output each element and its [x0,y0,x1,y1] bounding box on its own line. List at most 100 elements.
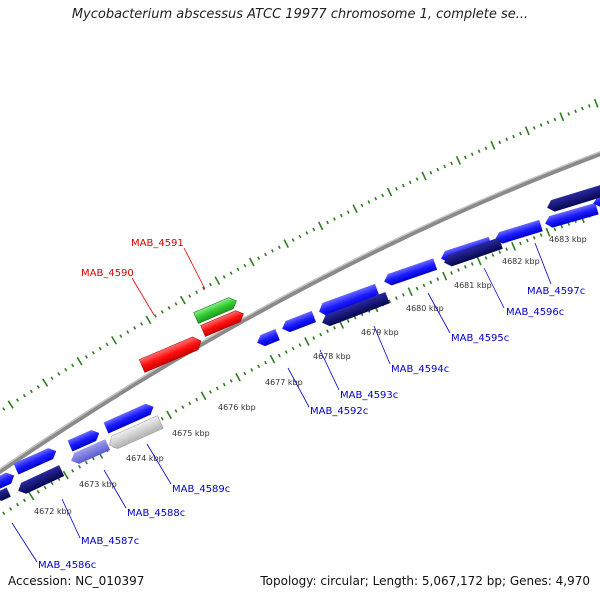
gene-arrow[interactable] [280,310,317,334]
major-tick [28,491,35,501]
tick-ring-inner [2,211,598,516]
scale-label: 4681 kbp [454,281,492,290]
reverse-strand-genes-row2 [0,184,600,504]
gene-arrow[interactable] [320,292,390,328]
minor-tick [36,385,40,389]
gene-label-mab-4591[interactable]: MAB_4591 [131,238,184,249]
minor-tick [312,336,316,340]
gene-mab-4590-arrow[interactable] [138,335,203,373]
connector-mab-4588c [103,469,127,509]
minor-tick [291,346,295,351]
minor-tick [415,177,419,181]
minor-tick [574,109,577,114]
scale-label: 4673 kbp [79,480,117,489]
minor-tick [491,253,495,257]
major-tick [524,126,530,136]
minor-tick [50,376,54,381]
minor-tick [401,293,405,297]
minor-tick [305,231,309,235]
minor-tick [463,155,467,160]
minor-tick [188,401,192,406]
minor-tick [498,250,502,254]
scale-label: 4678 kbp [313,352,351,361]
major-tick [559,112,565,122]
major-tick [304,337,310,346]
minor-tick [174,409,178,413]
scale-label: 4683 kbp [549,235,587,244]
gene-arrow[interactable] [493,219,543,246]
connector-mab-4596c [483,267,505,309]
minor-tick [71,363,75,368]
major-tick [200,391,207,401]
minor-tick [91,350,95,355]
minor-tick [388,299,391,304]
gene-arrow[interactable] [0,470,17,490]
gene-arrow[interactable] [106,415,164,452]
connector-mab-4593c [319,349,340,391]
gene-arrow[interactable] [103,401,156,434]
minor-tick [588,104,591,108]
gene-label-mab-4597c[interactable]: MAB_4597c [527,286,585,297]
gene-arrow[interactable] [442,237,503,268]
gene-label-mab-4593c[interactable]: MAB_4593c [340,390,398,401]
major-tick [352,204,358,214]
gene-label-mab-4592c[interactable]: MAB_4592c [310,406,368,417]
minor-tick [326,220,329,225]
scale-label: 4672 kbp [34,507,72,516]
minor-tick [277,353,281,358]
connector-mab-4597c [534,242,552,285]
gene-arrow[interactable] [382,258,438,287]
scale-label: 4677 kbp [265,378,303,387]
minor-tick [422,283,426,288]
gene-arrow[interactable] [255,328,280,348]
minor-tick [29,389,33,394]
minor-tick [346,210,350,214]
minor-tick [505,247,509,252]
major-tick [455,155,462,165]
gene-arrow[interactable] [67,428,102,452]
scale-label: 4675 kbp [172,429,210,438]
minor-tick [215,386,219,391]
major-tick [283,239,290,249]
major-tick [214,276,221,286]
minor-tick [505,137,509,142]
major-tick [166,410,173,420]
gene-arrow[interactable] [16,465,65,496]
minor-tick [408,180,412,185]
scale-label: 4682 kbp [502,257,540,266]
minor-tick [229,271,233,275]
gene-label-mab-4596c[interactable]: MAB_4596c [506,307,564,318]
minor-tick [160,416,164,421]
major-tick [235,372,241,382]
scale-labels: 4672 kbp 4673 kbp 4674 kbp 4675 kbp 4676 kbp… [34,235,587,516]
minor-tick [243,263,247,268]
gene-arrow[interactable] [543,202,599,229]
minor-tick [153,314,157,318]
gene-label-mab-4588c[interactable]: MAB_4588c [127,508,185,519]
minor-tick [560,224,564,229]
gene-label-mab-4589c[interactable]: MAB_4589c [172,484,230,495]
minor-tick [188,294,192,298]
gene-mab-4591-arrow[interactable] [193,295,239,324]
gene-arrow[interactable] [69,439,111,466]
gene-arrow[interactable] [317,283,380,318]
minor-tick [160,310,164,314]
minor-tick [84,460,88,465]
minor-tick [553,227,557,232]
gene-label-mab-4590[interactable]: MAB_4590 [81,268,134,279]
major-tick [317,221,324,231]
minor-tick [22,393,26,398]
minor-tick [2,407,6,411]
gene-label-mab-4594c[interactable]: MAB_4594c [391,364,449,375]
gene-label-mab-4587c[interactable]: MAB_4587c [81,536,139,547]
major-tick [442,271,448,281]
minor-tick [208,282,212,287]
gene-arrow[interactable] [13,446,59,475]
gene-arrow[interactable] [0,487,11,504]
minor-tick [429,170,433,175]
gene-mab-4590-arrow-part[interactable] [200,308,246,337]
connector-mab-4586c [11,522,38,563]
gene-label-mab-4586c[interactable]: MAB_4586c [38,560,96,571]
gene-arrow[interactable] [545,184,600,213]
gene-label-mab-4595c[interactable]: MAB_4595c [451,333,509,344]
